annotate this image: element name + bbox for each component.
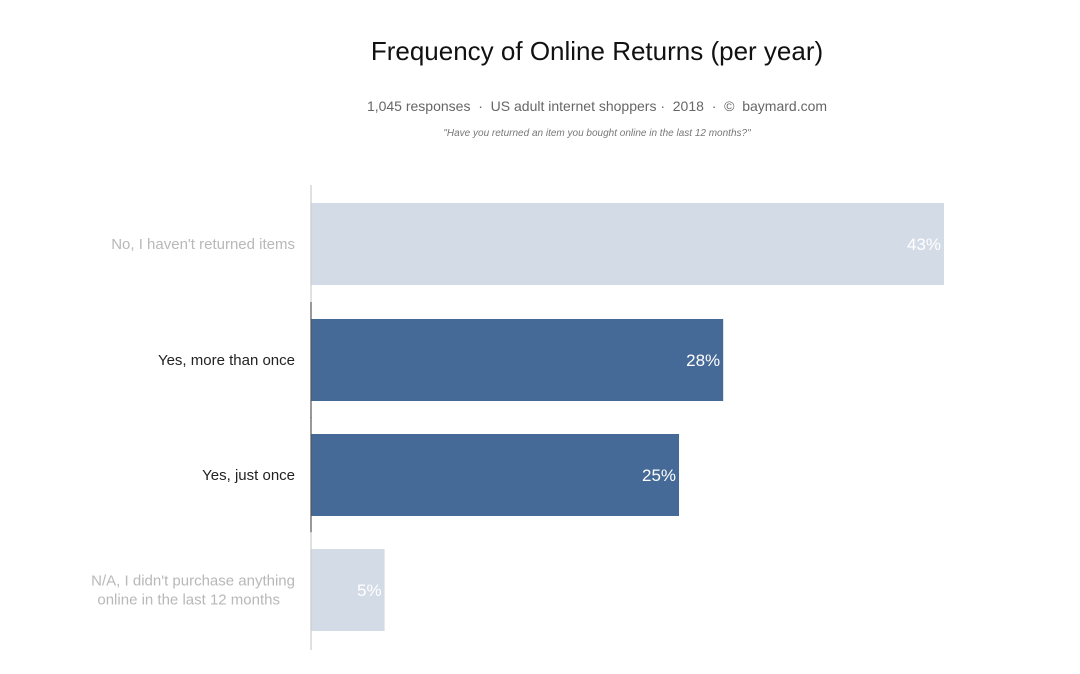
category-label: N/A, I didn't purchase anything online in… — [91, 573, 295, 609]
category-label: Yes, more than once — [158, 352, 295, 369]
chart-title: Frequency of Online Returns (per year) — [370, 36, 824, 66]
chart-subtitle: 1,045 responses · US adult internet shop… — [366, 98, 828, 114]
data-label: 25% — [642, 466, 676, 485]
data-label: 5% — [357, 581, 382, 600]
category-label: No, I haven't returned items — [111, 236, 295, 253]
bar — [311, 319, 724, 401]
data-label: 43% — [907, 235, 941, 254]
bar — [311, 203, 944, 285]
data-label: 28% — [686, 351, 720, 370]
category-label: Yes, just once — [202, 467, 295, 484]
bar — [311, 549, 385, 631]
survey-question: "Have you returned an item you bought on… — [443, 128, 751, 139]
bar — [311, 434, 680, 516]
